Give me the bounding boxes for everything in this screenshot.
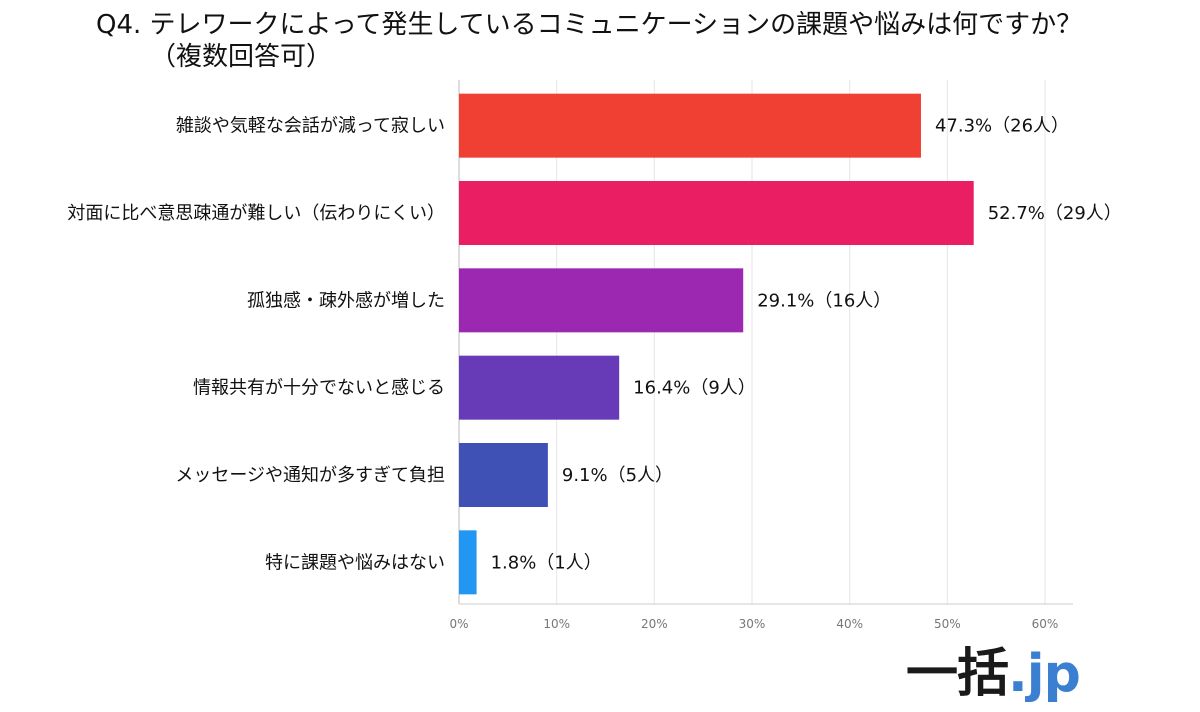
data-label: 52.7%（29人）: [988, 203, 1122, 224]
category-label: 雑談や気軽な会話が減って寂しい: [176, 116, 445, 137]
bar: [459, 93, 921, 158]
bar: [459, 355, 620, 420]
data-label: 29.1%（16人）: [757, 290, 891, 311]
data-label: 16.4%（9人）: [633, 378, 756, 399]
category-label: 情報共有が十分でないと感じる: [193, 378, 445, 399]
bar: [459, 181, 974, 245]
category-label: 対面に比べ意思疎通が難しい（伝わりにくい）: [67, 203, 445, 224]
site-logo: 一括.jp: [906, 644, 1081, 704]
bar: [459, 268, 744, 333]
category-label: メッセージや通知が多すぎて負担: [175, 465, 445, 486]
x-tick-label: 10%: [543, 617, 570, 631]
x-tick-label: 50%: [934, 617, 961, 631]
bar: [459, 530, 477, 595]
logo-main-text: 一括: [906, 644, 1009, 704]
x-tick-label: 60%: [1032, 617, 1059, 631]
x-tick-label: 20%: [641, 617, 668, 631]
data-label: 9.1%（5人）: [562, 465, 673, 486]
data-label: 1.8%（1人）: [491, 552, 602, 573]
data-label: 47.3%（26人）: [935, 116, 1069, 137]
x-tick-label: 40%: [836, 617, 863, 631]
bar: [459, 443, 548, 507]
category-label: 特に課題や悩みはない: [265, 552, 445, 573]
x-tick-label: 0%: [449, 617, 468, 631]
chart-subtitle: （複数回答可）: [150, 42, 333, 72]
x-tick-label: 30%: [739, 617, 766, 631]
category-label: 孤独感・疎外感が増した: [247, 290, 445, 311]
logo-suffix-text: .jp: [1008, 644, 1081, 704]
chart-title: Q4. テレワークによって発生しているコミュニケーションの課題や悩みは何ですか？: [96, 10, 1083, 40]
